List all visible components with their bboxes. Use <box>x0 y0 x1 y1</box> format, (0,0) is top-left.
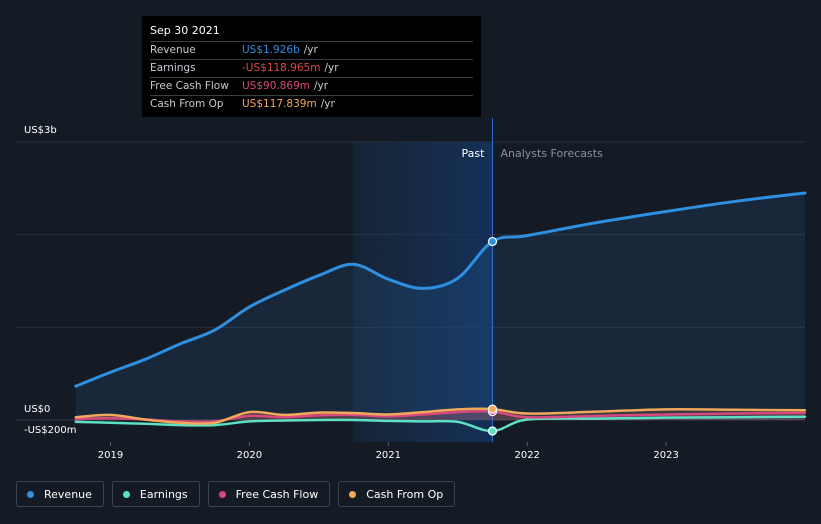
earnings-marker <box>487 426 498 436</box>
legend-item-revenue[interactable]: Revenue <box>16 481 104 507</box>
legend-label: Revenue <box>44 487 92 501</box>
legend-item-free-cash-flow[interactable]: Free Cash Flow <box>207 481 331 507</box>
revenue-marker <box>487 236 498 247</box>
cash-from-op-line <box>74 407 807 425</box>
cash-from-op-marker <box>487 404 498 414</box>
tooltip-unit: /yr <box>320 98 335 110</box>
tooltip-date: Sep 30 2021 <box>150 24 220 37</box>
legend-label: Cash From Op <box>366 487 444 501</box>
y-tick-label: US$0 <box>24 404 50 415</box>
revenue-line <box>74 191 807 388</box>
legend-dot-icon <box>218 490 226 498</box>
tooltip-row-earnings: Earnings -US$118.965m /yr <box>150 59 473 77</box>
x-tick-label: 2021 <box>376 450 401 461</box>
y-tick-label: US$3b <box>24 125 57 136</box>
tooltip-value: US$117.839m <box>242 98 317 110</box>
past-label: Past <box>462 147 486 160</box>
free-cash-flow-line <box>74 409 807 424</box>
tooltip-row-cash-from-op: Cash From Op US$117.839m /yr <box>150 95 473 113</box>
legend: Revenue Earnings Free Cash Flow Cash Fro… <box>16 481 463 507</box>
x-tick-label: 2022 <box>514 450 539 461</box>
tooltip-value: US$90.869m <box>242 80 310 92</box>
legend-item-cash-from-op[interactable]: Cash From Op <box>338 481 456 507</box>
tooltip: Sep 30 2021 Revenue US$1.926b /yr Earnin… <box>142 16 481 117</box>
legend-label: Earnings <box>139 487 188 501</box>
x-tick-label: 2019 <box>98 450 123 461</box>
tooltip-unit: /yr <box>303 44 318 56</box>
tooltip-unit: /yr <box>324 62 339 74</box>
x-tick-label: 2023 <box>653 450 678 461</box>
legend-dot-icon <box>27 490 34 498</box>
revenue-area <box>75 192 806 420</box>
tooltip-row-revenue: Revenue US$1.926b /yr <box>150 41 473 59</box>
tooltip-unit: /yr <box>314 80 329 92</box>
tooltip-row-free-cash-flow: Free Cash Flow US$90.869m /yr <box>150 77 473 95</box>
y-tick-label: -US$200m <box>24 425 76 436</box>
legend-item-earnings[interactable]: Earnings <box>111 481 200 507</box>
tooltip-label: Revenue <box>150 44 196 56</box>
tooltip-label: Cash From Op <box>150 98 224 110</box>
past-highlight <box>353 142 493 442</box>
tooltip-value: -US$118.965m <box>242 62 321 74</box>
legend-dot-icon <box>122 490 130 498</box>
x-tick-label: 2020 <box>237 450 262 461</box>
tooltip-value: US$1.926b <box>242 44 300 56</box>
legend-dot-icon <box>349 490 357 498</box>
tooltip-label: Earnings <box>150 62 196 74</box>
legend-label: Free Cash Flow <box>235 487 319 501</box>
tooltip-label: Free Cash Flow <box>150 80 229 92</box>
earnings-line <box>74 415 807 433</box>
forecast-label: Analysts Forecasts <box>500 147 603 160</box>
